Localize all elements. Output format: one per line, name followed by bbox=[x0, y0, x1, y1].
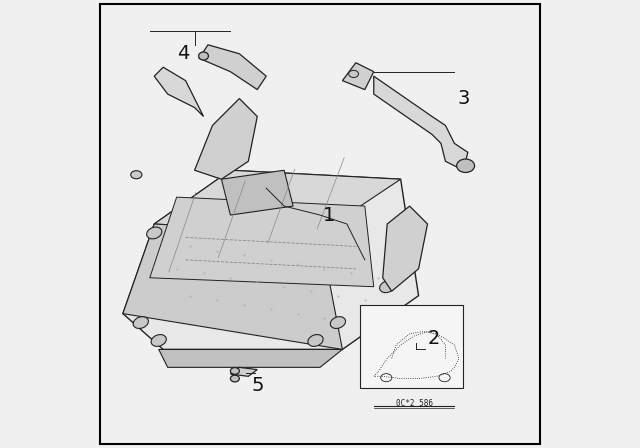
Polygon shape bbox=[159, 349, 342, 367]
Ellipse shape bbox=[198, 52, 209, 60]
Text: 0C*2 586: 0C*2 586 bbox=[396, 399, 433, 408]
Ellipse shape bbox=[349, 70, 358, 78]
Ellipse shape bbox=[457, 159, 474, 172]
Polygon shape bbox=[374, 76, 468, 170]
Polygon shape bbox=[401, 314, 432, 327]
Polygon shape bbox=[123, 224, 342, 349]
Polygon shape bbox=[230, 367, 257, 376]
Ellipse shape bbox=[147, 227, 162, 239]
Text: 4: 4 bbox=[177, 44, 189, 63]
Polygon shape bbox=[154, 170, 401, 233]
Ellipse shape bbox=[230, 367, 239, 375]
Ellipse shape bbox=[412, 335, 421, 342]
Polygon shape bbox=[150, 197, 374, 287]
Text: 3: 3 bbox=[457, 89, 470, 108]
Ellipse shape bbox=[230, 375, 239, 382]
Ellipse shape bbox=[330, 317, 346, 328]
Text: 5: 5 bbox=[251, 376, 264, 395]
Ellipse shape bbox=[131, 171, 142, 179]
Ellipse shape bbox=[380, 281, 395, 293]
Text: 1: 1 bbox=[323, 206, 335, 224]
Text: 2: 2 bbox=[428, 329, 440, 348]
Ellipse shape bbox=[133, 317, 148, 328]
Ellipse shape bbox=[151, 335, 166, 346]
Polygon shape bbox=[123, 170, 419, 349]
Polygon shape bbox=[221, 170, 293, 215]
Polygon shape bbox=[199, 45, 266, 90]
Ellipse shape bbox=[413, 336, 419, 340]
Polygon shape bbox=[383, 206, 428, 291]
Bar bbox=[360, 305, 463, 388]
Polygon shape bbox=[195, 99, 257, 179]
Polygon shape bbox=[154, 67, 204, 116]
Polygon shape bbox=[342, 63, 374, 90]
Ellipse shape bbox=[308, 335, 323, 346]
